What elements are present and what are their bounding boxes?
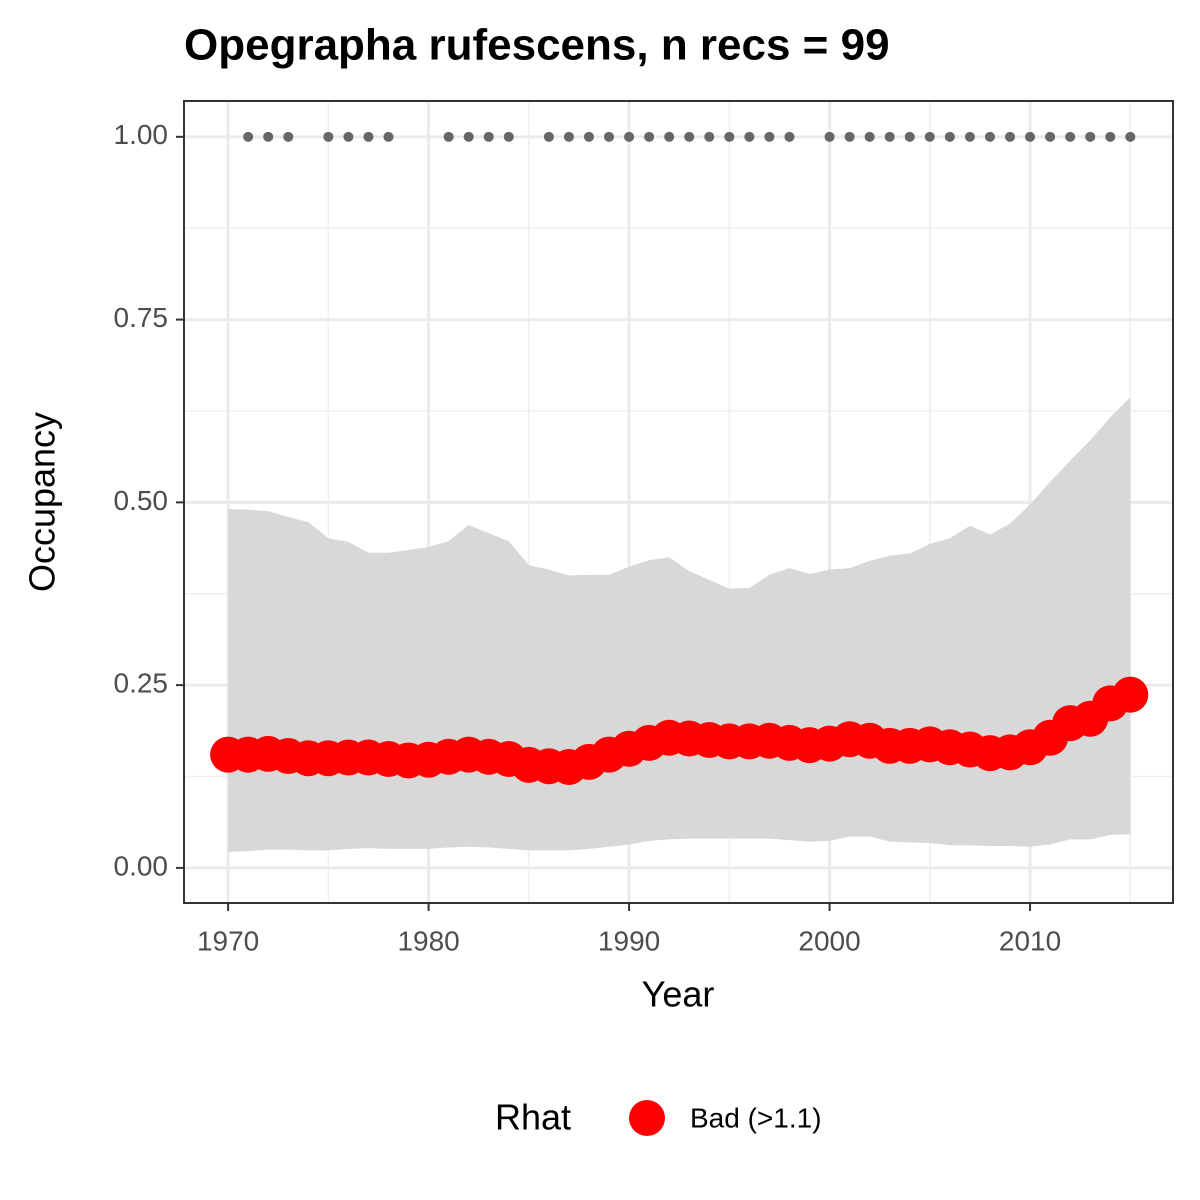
y-tick-label: 0.50 (114, 485, 169, 516)
record-dot (443, 131, 454, 142)
y-tick-label: 1.00 (114, 119, 169, 150)
record-dot (744, 131, 755, 142)
record-dot (664, 131, 675, 142)
record-dot (904, 131, 915, 142)
record-dot (483, 131, 494, 142)
record-dot (784, 131, 795, 142)
record-dot (864, 131, 875, 142)
record-dot (383, 131, 394, 142)
record-dot (363, 131, 374, 142)
x-tick-label: 1990 (598, 925, 660, 956)
record-dot (964, 131, 975, 142)
y-tick-label: 0.75 (114, 302, 169, 333)
record-dot (604, 131, 615, 142)
record-dot (1005, 131, 1016, 142)
record-dot (1085, 131, 1096, 142)
x-tick-label: 1970 (197, 925, 259, 956)
record-dot (1025, 131, 1036, 142)
record-dot (944, 131, 955, 142)
record-dot (924, 131, 935, 142)
record-dot (764, 131, 775, 142)
record-dot (1105, 131, 1116, 142)
record-dot (463, 131, 474, 142)
x-tick-label: 1980 (397, 925, 459, 956)
record-dot (824, 131, 835, 142)
legend-key (629, 1100, 665, 1136)
y-tick-label: 0.00 (114, 850, 169, 881)
record-dot (724, 131, 735, 142)
record-dot (323, 131, 334, 142)
record-dot (583, 131, 594, 142)
record-dot (644, 131, 655, 142)
occupancy-point (1112, 676, 1149, 713)
y-axis-label: Occupancy (22, 412, 63, 592)
record-dot (1065, 131, 1076, 142)
record-dot (1045, 131, 1056, 142)
record-dot (684, 131, 695, 142)
record-dot (704, 131, 715, 142)
x-tick-label: 2000 (798, 925, 860, 956)
x-tick-label: 2010 (999, 925, 1061, 956)
chart-title: Opegrapha rufescens, n recs = 99 (184, 21, 890, 70)
record-dot (624, 131, 635, 142)
record-dot (884, 131, 895, 142)
record-dot (1125, 131, 1136, 142)
record-dot (343, 131, 354, 142)
record-dot (984, 131, 995, 142)
record-dot (503, 131, 514, 142)
record-dot (543, 131, 554, 142)
record-dot (243, 131, 254, 142)
record-dot (283, 131, 294, 142)
x-axis-label: Year (642, 974, 715, 1015)
record-dot (563, 131, 574, 142)
legend-title: Rhat (495, 1097, 571, 1138)
record-dot (844, 131, 855, 142)
legend-label: Bad (>1.1) (690, 1102, 822, 1133)
y-tick-label: 0.25 (114, 668, 169, 699)
record-dot (263, 131, 274, 142)
